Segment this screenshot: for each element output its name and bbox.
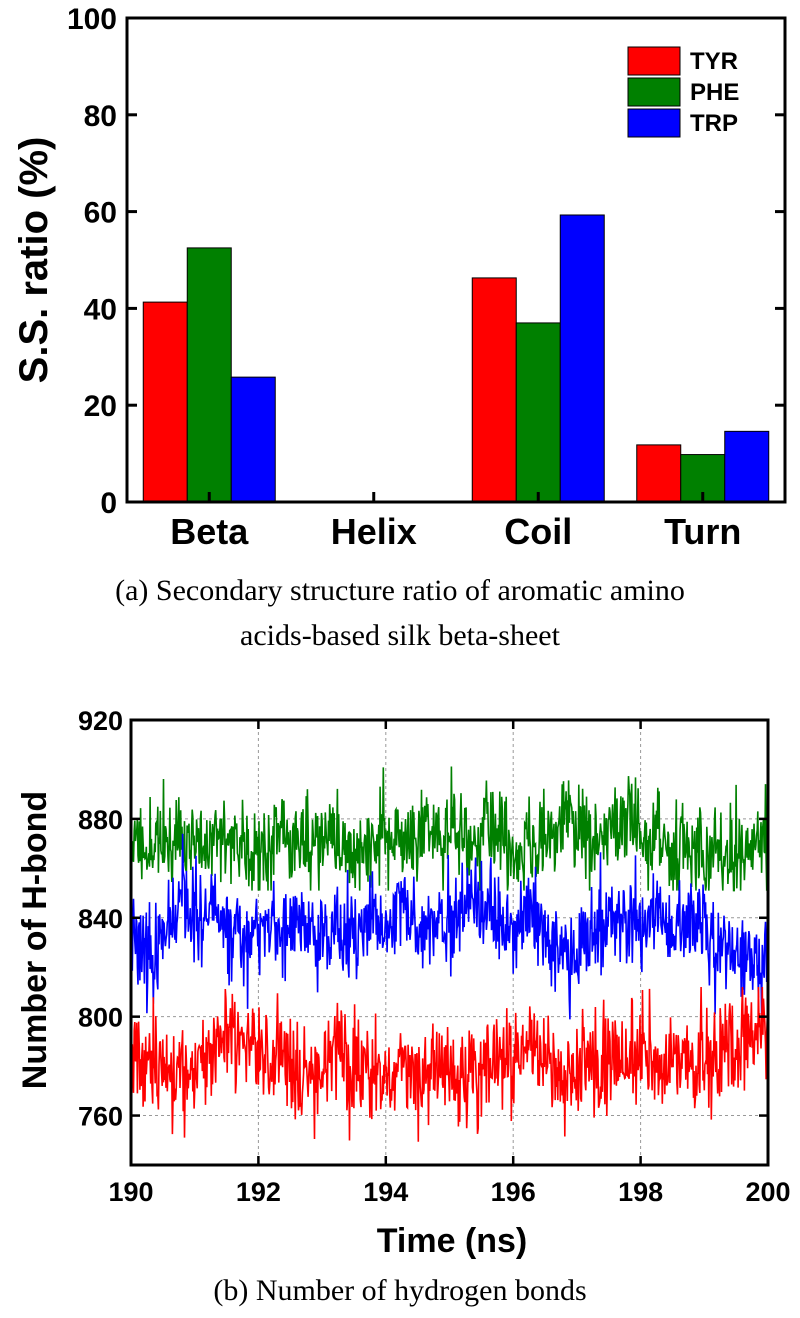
bar-chart-ytick-label: 100	[67, 3, 117, 36]
legend-label-phe: PHE	[690, 79, 739, 106]
line-chart-xtick-label: 200	[745, 1177, 790, 1207]
legend-label-tyr: TYR	[690, 48, 738, 75]
legend-swatch-phe	[627, 77, 681, 107]
line-series-green	[130, 766, 769, 892]
line-series-blue	[130, 833, 769, 1020]
caption-a-line1: (a) Secondary structure ratio of aromati…	[115, 574, 685, 607]
bar-chart-category-label-coil: Coil	[504, 511, 572, 552]
line-chart-ytick-label: 840	[78, 904, 123, 934]
bar-chart-x-axis: Beta Helix Coil Turn	[170, 492, 741, 552]
line-chart-y-axis: 760 800 840 880 920	[78, 706, 768, 1132]
line-chart-ytick-label: 760	[78, 1102, 123, 1132]
legend-swatch-tyr	[627, 46, 681, 76]
line-chart-ytick-label: 920	[78, 706, 123, 736]
bar-beta-phe	[186, 247, 232, 503]
bar-coil-trp	[559, 214, 605, 503]
caption-b: (b) Number of hydrogen bonds	[213, 1274, 586, 1307]
bar-chart-ytick-label: 20	[84, 390, 117, 423]
bar-chart-legend: TYR PHE TRP	[627, 46, 739, 138]
line-chart-ylabel: Number of H-bond	[16, 791, 54, 1089]
line-chart-panel: Number of H-bond Time (ns) 760 800 840 880 9…	[16, 706, 791, 1260]
line-chart-xtick-label: 198	[618, 1177, 663, 1207]
line-series-red	[130, 986, 769, 1142]
bar-chart-ylabel: S.S. ratio (%)	[12, 137, 56, 384]
bar-coil-tyr	[471, 277, 517, 503]
bar-chart-category-label-beta: Beta	[170, 511, 249, 552]
bar-chart-ytick-label: 0	[100, 487, 117, 520]
bar-chart-category-label-helix: Helix	[331, 511, 417, 552]
legend-label-trp: TRP	[690, 110, 738, 137]
bar-chart-ytick-label: 60	[84, 197, 117, 230]
bar-beta-tyr	[142, 301, 188, 503]
line-chart-frame	[129, 718, 770, 1167]
line-chart-xtick-label: 196	[491, 1177, 536, 1207]
line-chart-xtick-label: 190	[108, 1177, 153, 1207]
bar-chart-ytick-label: 80	[84, 100, 117, 133]
bar-turn-tyr	[636, 444, 682, 503]
bar-turn-trp	[724, 430, 770, 503]
line-chart-xtick-label: 194	[363, 1177, 408, 1207]
caption-a-line2: acids-based silk beta-sheet	[240, 619, 561, 652]
bar-chart-category-label-turn: Turn	[664, 511, 741, 552]
bar-chart-frame	[125, 16, 787, 504]
bar-beta-trp	[230, 376, 276, 503]
line-chart-ytick-label: 800	[78, 1003, 123, 1033]
line-chart-xtick-label: 192	[236, 1177, 281, 1207]
line-chart-xlabel: Time (ns)	[377, 1222, 528, 1260]
line-chart-series	[130, 766, 769, 1142]
bar-chart-ytick-label: 40	[84, 293, 117, 326]
legend-swatch-trp	[627, 108, 681, 138]
line-chart-x-axis: 190 192 194 196 198 200	[108, 720, 791, 1207]
bar-coil-phe	[515, 322, 561, 503]
bar-chart-y-axis: 0 20 40 60 80 100	[67, 3, 785, 520]
line-chart-ytick-label: 880	[78, 805, 123, 835]
bar-chart-bars	[142, 214, 770, 503]
bar-chart-panel: S.S. ratio (%) 0 20 40 60 80 100 Beta Helix Coi…	[12, 3, 787, 552]
